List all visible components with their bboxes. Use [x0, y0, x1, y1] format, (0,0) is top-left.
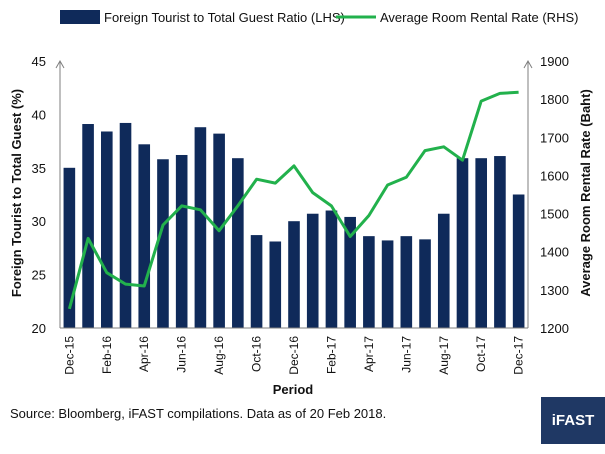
legend: Foreign Tourist to Total Guest Ratio (LH… — [60, 10, 578, 25]
x-tick-label: Oct-16 — [250, 336, 264, 372]
x-tick-label: Dec-16 — [287, 336, 301, 375]
line-series — [67, 90, 519, 310]
bar — [157, 159, 169, 328]
bar — [232, 158, 244, 328]
y-right-tick-label: 1200 — [540, 321, 569, 336]
bar — [175, 154, 188, 328]
bar — [250, 235, 263, 328]
y-left-tick-label: 40 — [32, 107, 46, 122]
y-left-tick-label: 25 — [32, 268, 46, 283]
bar — [306, 213, 319, 328]
bar — [63, 167, 76, 328]
x-tick-label: Dec-15 — [62, 336, 76, 375]
x-tick-label: Jun-16 — [175, 336, 189, 373]
bar — [456, 158, 469, 328]
bar — [288, 221, 300, 328]
bar — [325, 210, 338, 328]
bar — [381, 240, 394, 328]
x-tick-label: Feb-16 — [100, 336, 114, 374]
y-left-axis-title: Foreign Tourist to Total Guest (%) — [9, 89, 24, 297]
y-right-tick-label: 1500 — [540, 207, 569, 222]
legend-bar-swatch — [60, 10, 100, 24]
y-right-tick-label: 1400 — [540, 245, 569, 260]
ifast-logo: iFAST — [541, 397, 605, 444]
y-left-tick-label: 35 — [32, 161, 46, 176]
y-right-tick-label: 1700 — [540, 130, 569, 145]
x-tick-label: Apr-16 — [137, 336, 151, 372]
x-axis-title: Period — [273, 382, 314, 397]
chart: Foreign Tourist to Total Guest Ratio (LH… — [9, 10, 593, 397]
source-note: Source: Bloomberg, iFAST compilations. D… — [10, 406, 387, 421]
legend-bar-label: Foreign Tourist to Total Guest Ratio (LH… — [104, 10, 345, 25]
bar — [82, 124, 94, 329]
x-tick-label: Aug-16 — [212, 336, 226, 375]
bar — [344, 216, 356, 328]
y-right-tick-label: 1600 — [540, 168, 569, 183]
bar — [494, 156, 506, 328]
plot-area: 20 25 30 35 40 45 1200 1300 1400 1500 1600 1700 1800… — [32, 54, 569, 375]
bar — [100, 131, 113, 328]
x-tick-label: Apr-17 — [362, 336, 376, 372]
bar — [269, 241, 282, 328]
y-right-tick-label: 1300 — [540, 283, 569, 298]
bar — [475, 158, 488, 328]
x-tick-label: Jun-17 — [399, 336, 413, 373]
x-tick-label: Dec-17 — [512, 336, 526, 375]
bar — [194, 127, 207, 328]
x-tick-label: Oct-17 — [474, 336, 488, 372]
y-left-tick-label: 20 — [32, 321, 46, 336]
bar — [363, 236, 375, 328]
y-left-tick-label: 45 — [32, 54, 46, 69]
y-right-tick-label: 1900 — [540, 54, 569, 69]
bar — [419, 239, 431, 328]
y-left-axis-arrow — [55, 59, 65, 69]
legend-line-label: Average Room Rental Rate (RHS) — [380, 10, 578, 25]
bar — [400, 236, 413, 328]
y-right-axis-title: Average Room Rental Rate (Baht) — [578, 89, 593, 297]
footer — [0, 398, 605, 454]
y-left-tick-label: 30 — [32, 214, 46, 229]
bar — [437, 213, 450, 328]
bar — [119, 122, 132, 328]
y-right-tick-label: 1800 — [540, 92, 569, 107]
y-right-axis-arrow — [523, 59, 533, 69]
x-tick-label: Aug-17 — [437, 336, 451, 375]
bar — [512, 194, 525, 328]
x-tick-label: Feb-17 — [324, 336, 338, 374]
bar — [138, 144, 151, 328]
